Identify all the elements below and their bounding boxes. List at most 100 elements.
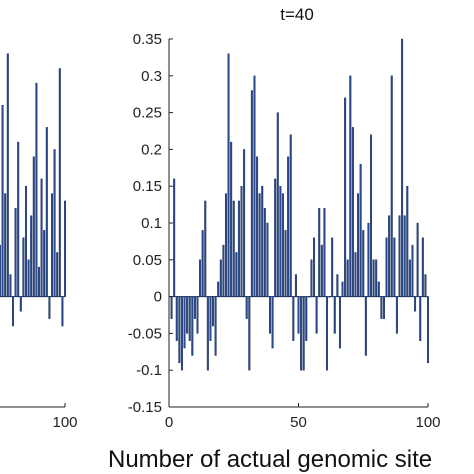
bar [401, 38, 404, 297]
y-tick-label: -0.15 [128, 399, 162, 416]
bar [204, 200, 207, 297]
bar [390, 75, 393, 297]
bar [367, 222, 370, 297]
left-bar [58, 68, 61, 297]
bar [349, 75, 352, 297]
y-tick-label: -0.05 [128, 325, 162, 342]
y-tick-label: 0.25 [133, 105, 162, 122]
bar [426, 296, 430, 364]
left-bar [6, 53, 9, 297]
left-bar [43, 230, 46, 297]
x-axis-label: Number of actual genomic site [108, 446, 432, 473]
y-tick-label: 0.15 [133, 178, 162, 195]
bar [232, 200, 235, 297]
y-tick-label: 0.3 [141, 68, 162, 85]
left-bar [19, 296, 22, 312]
left-bar [53, 149, 56, 297]
bar [302, 296, 305, 371]
bar [377, 281, 380, 297]
bar [217, 281, 220, 297]
bar [313, 237, 316, 297]
left-chart-panel: 100 [0, 53, 78, 431]
left-bar [63, 200, 67, 297]
bar [263, 208, 266, 297]
bar [206, 296, 209, 371]
bar [375, 259, 378, 297]
bar [292, 296, 295, 341]
bar [344, 97, 347, 297]
bar [395, 296, 398, 334]
left-bar [50, 193, 54, 297]
bar [300, 296, 303, 371]
bar [372, 259, 375, 297]
bar [318, 208, 321, 297]
bar [297, 296, 300, 334]
bar [209, 296, 212, 341]
left-bar [0, 244, 2, 297]
bar [380, 296, 383, 319]
left-bar [40, 178, 43, 297]
bar [199, 259, 202, 297]
bar [424, 274, 427, 297]
bar [406, 185, 409, 297]
bar [183, 296, 186, 349]
bar [310, 259, 313, 297]
bar [276, 112, 279, 297]
bar [336, 274, 339, 297]
bar [287, 156, 290, 297]
bar [191, 296, 194, 356]
bar [214, 296, 217, 356]
bar [315, 296, 318, 334]
bar [222, 244, 225, 297]
left-bar [17, 141, 20, 297]
left-bar [4, 193, 7, 297]
bar [385, 237, 388, 297]
bar [243, 149, 246, 297]
left-bar [1, 105, 4, 297]
bar [323, 208, 326, 297]
bar [245, 296, 248, 319]
x-tick-label: 100 [415, 414, 440, 431]
left-bar [27, 259, 30, 297]
bar [261, 185, 264, 297]
bar [248, 296, 251, 371]
bar [341, 281, 344, 297]
bar [362, 230, 365, 297]
bar [320, 244, 323, 297]
bar [294, 274, 297, 297]
bar [180, 296, 183, 371]
bar [201, 230, 204, 297]
chart-title: t=40 [280, 5, 314, 24]
bar [188, 296, 191, 341]
bar [351, 127, 354, 297]
bar [284, 230, 287, 297]
bar [408, 259, 411, 297]
bar [388, 215, 391, 297]
bar [281, 193, 284, 297]
bar [398, 215, 401, 297]
bar [186, 296, 189, 334]
bar [274, 178, 277, 297]
bar [325, 296, 328, 371]
y-tick-label: 0.35 [133, 31, 162, 48]
left-bar [24, 185, 28, 297]
bar [421, 237, 424, 297]
y-tick-label: 0.1 [141, 215, 162, 232]
bar [224, 193, 227, 297]
bar [357, 193, 360, 297]
bar [338, 296, 341, 349]
left-bar [14, 208, 17, 297]
bar [253, 75, 256, 297]
bar [173, 178, 176, 297]
bar [382, 296, 385, 319]
left-bar [48, 296, 51, 319]
bar [170, 296, 173, 319]
bar [266, 222, 269, 297]
y-tick-label: 0.2 [141, 141, 162, 158]
bar [193, 296, 196, 319]
left-bar [11, 296, 15, 327]
left-bar [56, 252, 59, 297]
bar [237, 200, 240, 297]
left-bar [61, 296, 64, 327]
